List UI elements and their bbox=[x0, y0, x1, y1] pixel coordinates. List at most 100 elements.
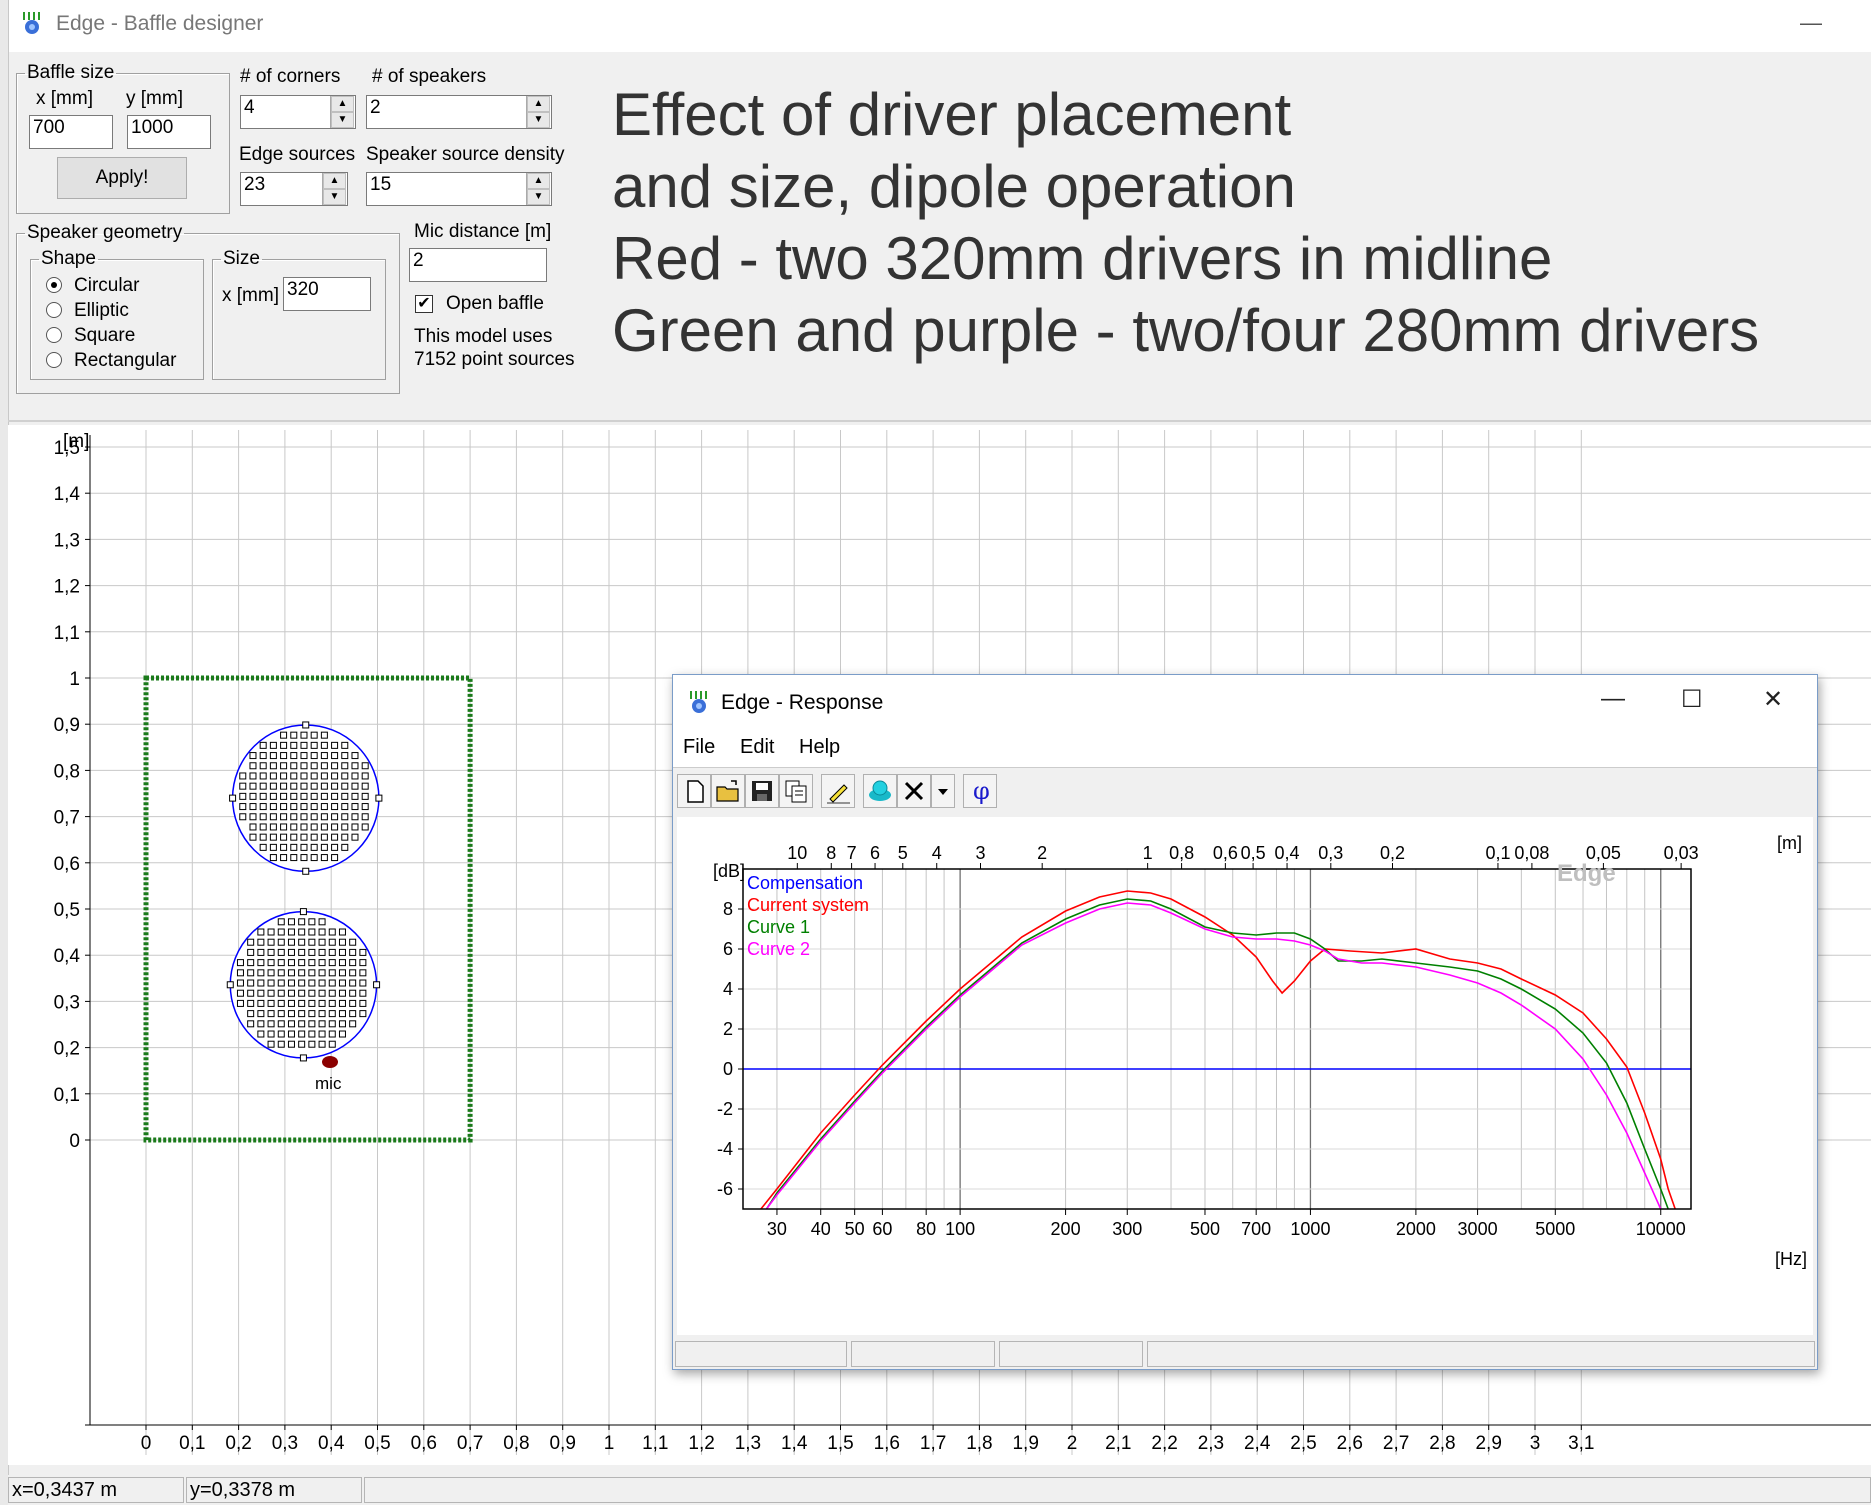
point-source bbox=[280, 741, 288, 749]
point-source bbox=[351, 833, 359, 841]
x-tick-label: 1,8 bbox=[966, 1433, 992, 1454]
spin-up-icon[interactable]: ▲ bbox=[527, 173, 550, 189]
point-source bbox=[320, 782, 328, 790]
menu-file[interactable]: File bbox=[683, 736, 716, 758]
point-source bbox=[269, 752, 277, 760]
baffle-x-input[interactable]: 700 bbox=[29, 115, 113, 149]
speakers-input[interactable]: 2 bbox=[366, 95, 552, 129]
response-title: Edge - Response bbox=[721, 691, 884, 714]
corners-spinner[interactable]: ▲ ▼ bbox=[330, 96, 354, 128]
pencil-icon[interactable] bbox=[821, 774, 855, 808]
baffle-outline[interactable] bbox=[143, 675, 473, 1143]
response-close-button[interactable]: ✕ bbox=[1763, 686, 1784, 713]
point-source bbox=[290, 782, 298, 790]
open-baffle-checkbox[interactable]: ✔ bbox=[415, 295, 433, 313]
point-source bbox=[257, 948, 265, 956]
response-chart[interactable]: 30 40 50 60 80 100 200 300 500 700 1000 2000 3000 500… bbox=[677, 817, 1813, 1335]
dropdown-icon[interactable] bbox=[931, 774, 955, 808]
response-maximize-button[interactable]: ☐ bbox=[1681, 686, 1703, 713]
phase-symbol: φ bbox=[973, 777, 990, 805]
status-bar: x=0,3437 m y=0,3378 m bbox=[8, 1475, 1871, 1505]
point-source bbox=[338, 969, 346, 977]
spin-down-icon[interactable]: ▼ bbox=[331, 112, 354, 128]
point-source bbox=[359, 999, 367, 1007]
speaker-density-input[interactable]: 15 bbox=[366, 172, 552, 206]
spin-down-icon[interactable]: ▼ bbox=[527, 112, 550, 128]
new-file-icon[interactable] bbox=[677, 774, 711, 808]
response-axes: 30 40 50 60 80 100 200 300 500 700 1000 2000 3000 500… bbox=[717, 843, 1699, 1239]
legend-entry: Curve 2 bbox=[747, 939, 810, 959]
spin-up-icon[interactable]: ▲ bbox=[331, 96, 354, 112]
phase-icon[interactable]: φ bbox=[963, 774, 997, 808]
y-tick-label: 1,5 bbox=[54, 438, 80, 459]
x-tick-label: 1 bbox=[604, 1433, 615, 1454]
x-tick-label: 2,2 bbox=[1151, 1433, 1177, 1454]
edge-sources-spinner[interactable]: ▲ ▼ bbox=[322, 173, 346, 205]
mic-distance-input[interactable]: 2 bbox=[409, 248, 547, 282]
point-source bbox=[259, 772, 267, 780]
point-source bbox=[280, 823, 288, 831]
point-source bbox=[249, 772, 257, 780]
spin-up-icon[interactable]: ▲ bbox=[323, 173, 346, 189]
speaker-1[interactable] bbox=[229, 721, 383, 875]
point-source bbox=[290, 854, 298, 862]
speaker-icon[interactable] bbox=[863, 774, 897, 808]
copy-icon[interactable] bbox=[779, 774, 813, 808]
save-icon[interactable] bbox=[745, 774, 779, 808]
response-window[interactable]: Edge - Response — ☐ ✕ File Edit Help bbox=[672, 674, 1818, 1370]
minimize-button[interactable]: — bbox=[1800, 10, 1822, 35]
y-tick-label: -2 bbox=[717, 1099, 733, 1119]
point-source bbox=[361, 823, 369, 831]
point-source bbox=[267, 969, 275, 977]
menu-edit[interactable]: Edit bbox=[740, 736, 775, 758]
point-source bbox=[351, 772, 359, 780]
point-source bbox=[267, 999, 275, 1007]
square-radio[interactable] bbox=[46, 327, 62, 343]
point-source bbox=[249, 762, 257, 770]
point-source bbox=[308, 979, 316, 987]
y-tick-label: -4 bbox=[717, 1139, 733, 1159]
point-source bbox=[277, 959, 285, 967]
point-source bbox=[259, 792, 267, 800]
point-source bbox=[280, 782, 288, 790]
point-source bbox=[298, 1010, 306, 1018]
corners-label: # of corners bbox=[240, 66, 341, 87]
top-tick-label: 8 bbox=[826, 843, 836, 863]
speakers-spinner[interactable]: ▲ ▼ bbox=[526, 96, 550, 128]
top-tick-label: 0,4 bbox=[1275, 843, 1300, 863]
top-tick-label: 2 bbox=[1037, 843, 1047, 863]
point-source bbox=[298, 948, 306, 956]
response-chart-area[interactable]: 30 40 50 60 80 100 200 300 500 700 1000 2000 3000 500… bbox=[677, 817, 1813, 1335]
point-source bbox=[249, 823, 257, 831]
response-minimize-button[interactable]: — bbox=[1601, 685, 1625, 712]
mic-dot[interactable] bbox=[322, 1056, 338, 1068]
point-source bbox=[290, 843, 298, 851]
apply-button[interactable]: Apply! bbox=[57, 157, 187, 199]
baffle-y-input[interactable]: 1000 bbox=[127, 115, 211, 149]
point-source bbox=[318, 1020, 326, 1028]
point-source bbox=[267, 928, 275, 936]
point-source bbox=[318, 928, 326, 936]
point-source bbox=[257, 959, 265, 967]
point-source bbox=[351, 782, 359, 790]
shape-group: Shape bbox=[30, 248, 204, 380]
speaker-2[interactable] bbox=[226, 908, 381, 1062]
point-source bbox=[236, 969, 244, 977]
mic-marker[interactable] bbox=[322, 1056, 338, 1068]
point-source bbox=[300, 762, 308, 770]
menu-help[interactable]: Help bbox=[799, 736, 841, 758]
size-x-input[interactable]: 320 bbox=[283, 277, 371, 311]
spin-down-icon[interactable]: ▼ bbox=[527, 189, 550, 205]
open-folder-icon[interactable] bbox=[711, 774, 745, 808]
point-source bbox=[328, 1010, 336, 1018]
rectangular-radio[interactable] bbox=[46, 352, 62, 368]
circular-radio[interactable] bbox=[46, 277, 62, 293]
speaker-density-spinner[interactable]: ▲ ▼ bbox=[526, 173, 550, 205]
spin-up-icon[interactable]: ▲ bbox=[527, 96, 550, 112]
response-title-bar[interactable]: Edge - Response — ☐ ✕ bbox=[673, 675, 1817, 729]
window-title: Edge - Baffle designer bbox=[56, 12, 264, 35]
x-tick-label: 30 bbox=[767, 1219, 787, 1239]
spin-down-icon[interactable]: ▼ bbox=[323, 189, 346, 205]
delete-icon[interactable] bbox=[897, 774, 931, 808]
elliptic-radio[interactable] bbox=[46, 302, 62, 318]
